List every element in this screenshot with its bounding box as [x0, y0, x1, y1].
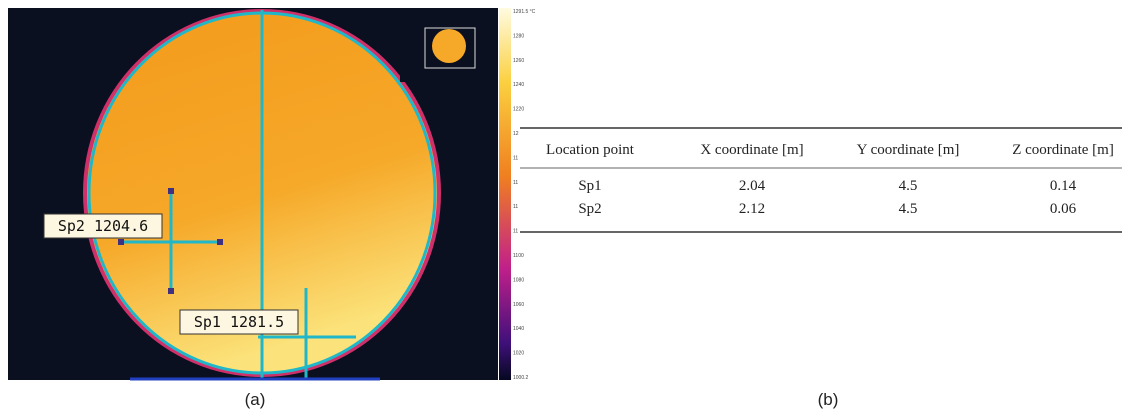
- colorbar-label: 11: [513, 180, 518, 186]
- colorbar-label: 12: [513, 131, 519, 137]
- figure: Sp2 1204.6 Sp1 1281.5 1291.5 °C 1280 1260 1…: [0, 0, 1131, 412]
- table-header: Z coordinate [m]: [1012, 142, 1114, 158]
- caption: (b): [818, 390, 839, 409]
- colorbar-label: 1280: [513, 33, 524, 39]
- table-cell: 0.14: [1050, 178, 1077, 194]
- table-cell: 4.5: [899, 178, 918, 194]
- colorbar-label: 1220: [513, 107, 524, 113]
- colorbar-label: 1060: [513, 302, 524, 308]
- table-cell: 2.04: [739, 178, 766, 194]
- colorbar-label: 1291.5 °C: [513, 9, 536, 15]
- spot-label: Sp1 1281.5: [194, 313, 284, 331]
- colorbar-label: 1240: [513, 82, 524, 88]
- colorbar-label: 1000.2: [513, 375, 529, 381]
- table-header: Location point: [546, 142, 635, 158]
- caption: (a): [245, 390, 266, 409]
- table-cell: 2.12: [739, 201, 765, 217]
- colorbar: [499, 8, 511, 380]
- colorbar-label: 11: [513, 204, 518, 210]
- table-cell: 4.5: [899, 201, 918, 217]
- table-cell: Sp1: [578, 178, 601, 194]
- colorbar-label: 11: [513, 229, 518, 235]
- table-cell: Sp2: [578, 201, 601, 217]
- table-cell: 0.06: [1050, 201, 1077, 217]
- colorbar-label: 1100: [513, 253, 524, 259]
- table: Location point X coordinate [m] Y coordina…: [520, 128, 1122, 232]
- colorbar-label: 1040: [513, 326, 524, 332]
- colorbar-label: 1080: [513, 277, 524, 283]
- table-header: Y coordinate [m]: [857, 142, 960, 158]
- thermal-image: Sp2 1204.6 Sp1 1281.5 1291.5 °C 1280 1260 1…: [8, 8, 536, 381]
- colorbar-label: 1260: [513, 58, 524, 64]
- table-header: X coordinate [m]: [700, 142, 803, 158]
- colorbar-label: 1020: [513, 351, 524, 357]
- spot-label: Sp2 1204.6: [58, 217, 148, 235]
- colorbar-label: 11: [513, 155, 518, 161]
